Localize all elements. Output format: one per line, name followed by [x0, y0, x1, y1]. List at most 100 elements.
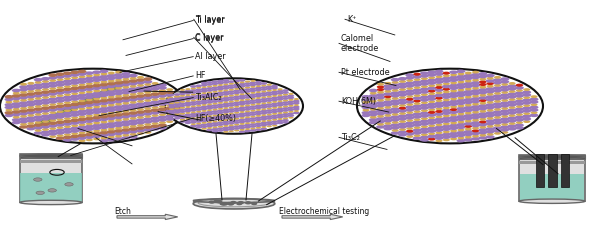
Circle shape	[464, 117, 473, 120]
Circle shape	[508, 84, 517, 88]
Circle shape	[223, 117, 229, 119]
Circle shape	[143, 125, 152, 129]
Circle shape	[421, 85, 428, 88]
Circle shape	[450, 97, 457, 100]
Circle shape	[228, 98, 235, 101]
Circle shape	[434, 70, 443, 73]
Circle shape	[79, 107, 86, 110]
Circle shape	[100, 91, 109, 94]
Circle shape	[443, 114, 450, 117]
Circle shape	[129, 90, 137, 93]
Circle shape	[201, 125, 208, 128]
Circle shape	[392, 121, 399, 124]
Circle shape	[100, 69, 109, 73]
Circle shape	[391, 91, 400, 95]
Circle shape	[239, 113, 245, 115]
Circle shape	[174, 97, 181, 100]
Circle shape	[376, 96, 385, 99]
Circle shape	[383, 124, 392, 128]
Circle shape	[435, 86, 443, 89]
Circle shape	[434, 134, 443, 137]
Circle shape	[283, 111, 288, 114]
Circle shape	[479, 134, 487, 137]
Circle shape	[206, 87, 213, 90]
Circle shape	[202, 86, 207, 88]
Circle shape	[383, 100, 392, 104]
Circle shape	[158, 126, 167, 130]
Circle shape	[190, 121, 197, 123]
Text: Calomel
electrode: Calomel electrode	[341, 34, 379, 53]
Circle shape	[391, 110, 400, 114]
Circle shape	[143, 120, 152, 124]
Circle shape	[370, 108, 377, 111]
Circle shape	[449, 127, 458, 130]
Circle shape	[457, 69, 466, 73]
Circle shape	[406, 81, 414, 85]
Circle shape	[223, 120, 229, 123]
Circle shape	[449, 84, 458, 87]
Circle shape	[464, 90, 473, 94]
Circle shape	[493, 97, 502, 100]
Circle shape	[108, 104, 115, 107]
Circle shape	[41, 122, 50, 126]
Circle shape	[114, 76, 123, 79]
Circle shape	[406, 79, 413, 82]
Circle shape	[108, 80, 115, 82]
Circle shape	[472, 87, 479, 89]
Circle shape	[129, 103, 137, 107]
Circle shape	[369, 113, 378, 116]
Circle shape	[158, 118, 167, 122]
Circle shape	[277, 88, 283, 90]
Circle shape	[26, 111, 35, 114]
Circle shape	[130, 117, 137, 120]
Circle shape	[250, 92, 256, 94]
Circle shape	[231, 201, 236, 203]
Circle shape	[370, 116, 377, 119]
Circle shape	[239, 124, 245, 127]
Circle shape	[515, 84, 523, 87]
Circle shape	[169, 110, 175, 112]
Circle shape	[121, 131, 130, 134]
Circle shape	[250, 93, 256, 96]
Circle shape	[272, 101, 277, 103]
Circle shape	[152, 106, 158, 109]
Circle shape	[442, 95, 451, 99]
Circle shape	[255, 111, 262, 113]
Circle shape	[436, 107, 443, 110]
Circle shape	[487, 77, 494, 80]
Circle shape	[406, 116, 414, 120]
Circle shape	[143, 85, 152, 89]
Circle shape	[26, 119, 35, 122]
Circle shape	[107, 74, 116, 78]
Circle shape	[260, 112, 267, 114]
Circle shape	[442, 109, 451, 112]
Circle shape	[239, 81, 245, 83]
Circle shape	[185, 92, 191, 94]
Circle shape	[63, 103, 72, 107]
Circle shape	[223, 115, 229, 117]
Circle shape	[293, 112, 299, 114]
Circle shape	[282, 101, 289, 104]
Circle shape	[383, 84, 392, 88]
Circle shape	[450, 81, 457, 84]
Circle shape	[420, 112, 429, 115]
Circle shape	[464, 122, 473, 126]
Circle shape	[420, 120, 429, 123]
Circle shape	[158, 94, 167, 98]
Circle shape	[196, 110, 202, 113]
Circle shape	[151, 111, 160, 114]
Circle shape	[413, 75, 422, 79]
Circle shape	[212, 108, 218, 111]
Circle shape	[443, 107, 450, 109]
Circle shape	[63, 138, 72, 142]
Circle shape	[34, 94, 43, 97]
Circle shape	[41, 85, 50, 88]
Circle shape	[501, 107, 508, 110]
Circle shape	[179, 96, 186, 99]
Circle shape	[49, 113, 57, 117]
Circle shape	[449, 116, 458, 119]
Circle shape	[152, 90, 158, 93]
Circle shape	[206, 101, 213, 104]
Circle shape	[49, 76, 57, 80]
Circle shape	[487, 85, 494, 88]
